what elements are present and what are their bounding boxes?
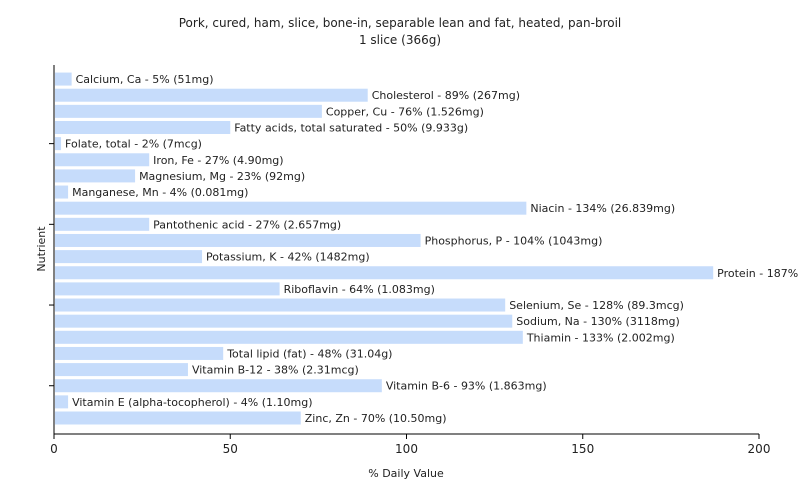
bar-label: Zinc, Zn - 70% (10.50mg) <box>305 412 447 425</box>
x-tick-label: 100 <box>395 442 418 456</box>
bar <box>55 185 69 199</box>
bar <box>55 217 150 231</box>
bar-label: Niacin - 134% (26.839mg) <box>530 202 675 215</box>
bar <box>55 266 714 280</box>
bar <box>55 153 150 167</box>
bar <box>55 282 280 296</box>
bar-label: Total lipid (fat) - 48% (31.04g) <box>226 347 392 360</box>
bar-label: Vitamin E (alpha-tocopherol) - 4% (1.10m… <box>72 396 312 409</box>
bar <box>55 363 188 377</box>
x-tick-label: 0 <box>50 442 58 456</box>
bar <box>55 120 231 134</box>
x-ticks-group: 0 50 100 150 200 <box>50 434 770 456</box>
bar-label: Cholesterol - 89% (267mg) <box>372 89 520 102</box>
bar-label: Thiamin - 133% (2.002mg) <box>526 331 675 344</box>
bar-label: Sodium, Na - 130% (3118mg) <box>516 315 680 328</box>
x-axis-label: % Daily Value <box>368 467 444 480</box>
bar <box>55 314 513 328</box>
bar <box>55 346 224 360</box>
x-tick-label: 150 <box>571 442 594 456</box>
bar-label: Protein - 187% (93.26g) <box>717 267 800 280</box>
x-tick-label: 50 <box>223 442 238 456</box>
bar <box>55 250 203 264</box>
bar <box>55 411 301 425</box>
bars-group <box>55 72 714 425</box>
bar-label: Folate, total - 2% (7mcg) <box>65 138 202 151</box>
y-axis-label: Nutrient <box>35 226 48 272</box>
bar-label: Copper, Cu - 76% (1.526mg) <box>326 105 484 118</box>
bar-label: Fatty acids, total saturated - 50% (9.93… <box>234 121 468 134</box>
bar-label: Vitamin B-12 - 38% (2.31mcg) <box>192 364 359 377</box>
bar-label: Potassium, K - 42% (1482mg) <box>206 251 370 264</box>
bar <box>55 88 368 102</box>
bar <box>55 137 62 151</box>
chart-title: Pork, cured, ham, slice, bone-in, separa… <box>179 16 622 30</box>
bar-label: Phosphorus, P - 104% (1043mg) <box>425 234 603 247</box>
bar <box>55 104 322 118</box>
bar <box>55 233 421 247</box>
bar <box>55 330 523 344</box>
bar-label: Magnesium, Mg - 23% (92mg) <box>139 170 305 183</box>
bar <box>55 379 382 393</box>
y-ticks-group <box>49 143 54 387</box>
bar <box>55 201 527 215</box>
bar-label: Vitamin B-6 - 93% (1.863mg) <box>386 380 547 393</box>
bar-label: Calcium, Ca - 5% (51mg) <box>76 73 214 86</box>
bar-label: Pantothenic acid - 27% (2.657mg) <box>153 218 341 231</box>
bar-label: Manganese, Mn - 4% (0.081mg) <box>72 186 248 199</box>
bar <box>55 395 69 409</box>
bar <box>55 72 72 86</box>
bar <box>55 169 136 183</box>
bar-label: Riboflavin - 64% (1.083mg) <box>284 283 435 296</box>
bar-label: Iron, Fe - 27% (4.90mg) <box>153 154 283 167</box>
chart-subtitle: 1 slice (366g) <box>359 33 441 47</box>
bar-labels-group: Calcium, Ca - 5% (51mg) Cholesterol - 89%… <box>65 73 800 425</box>
axes-group <box>53 65 759 435</box>
bar <box>55 298 506 312</box>
bar-label: Selenium, Se - 128% (89.3mcg) <box>509 299 684 312</box>
x-tick-label: 200 <box>748 442 771 456</box>
